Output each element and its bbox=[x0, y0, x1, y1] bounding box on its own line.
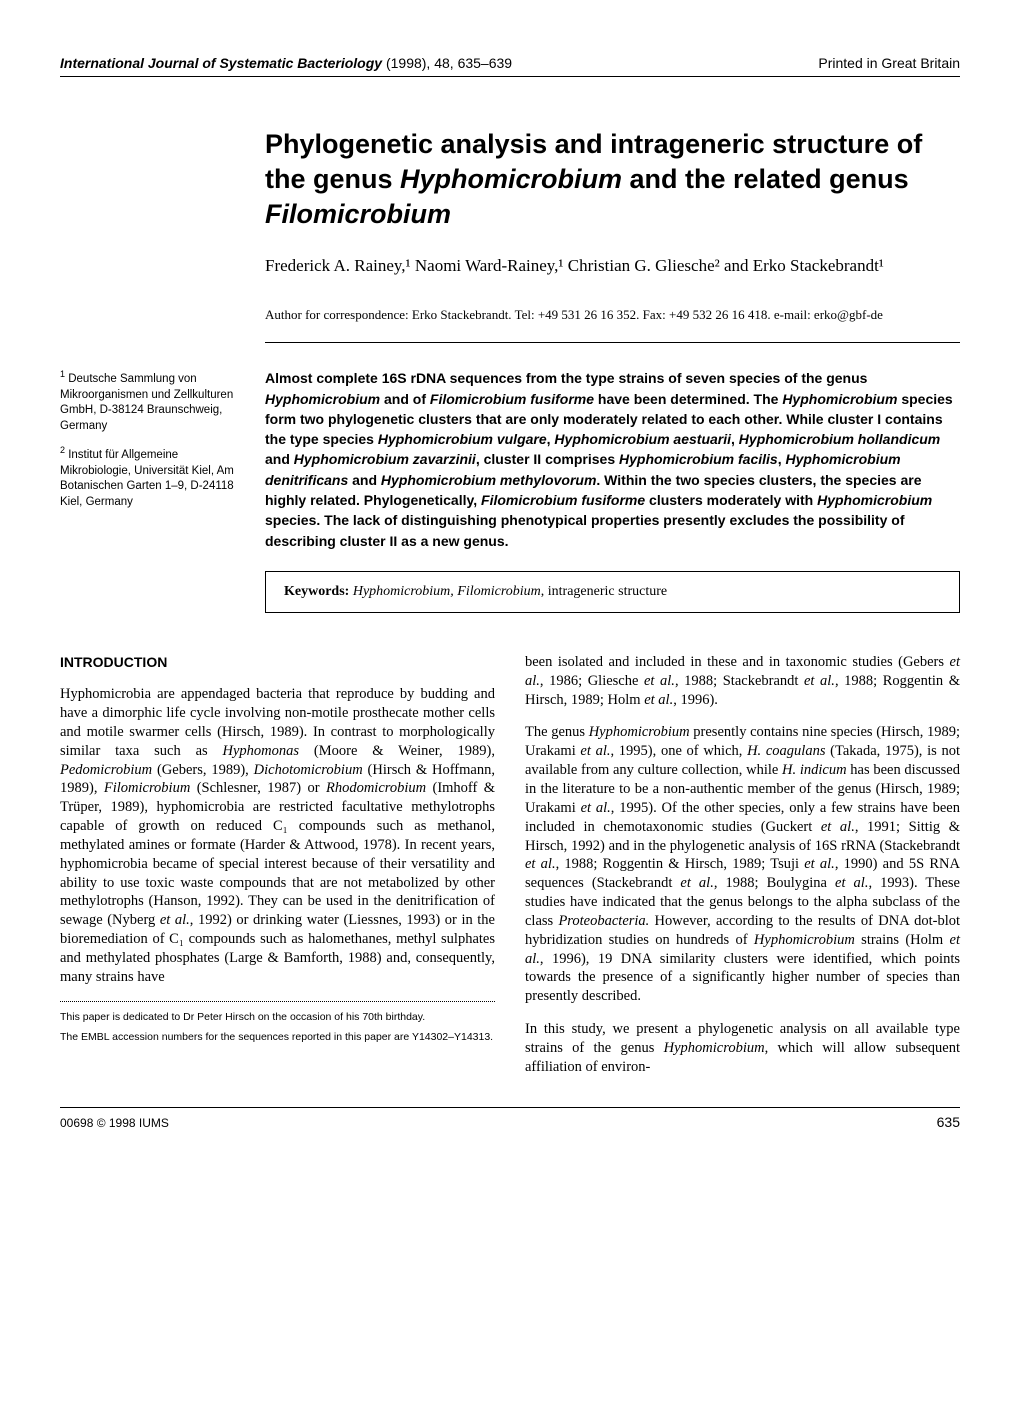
abstract-text: Almost complete 16S rDNA sequences from … bbox=[265, 368, 960, 551]
body-para-1: Hyphomicrobia are appendaged bacteria th… bbox=[60, 685, 495, 987]
body-para-4: In this study, we present a phylogenetic… bbox=[525, 1020, 960, 1077]
footnote-2: The EMBL accession numbers for the seque… bbox=[60, 1030, 495, 1044]
article-title: Phylogenetic analysis and intrageneric s… bbox=[265, 127, 960, 232]
title-genus1: Hyphomicrobium bbox=[400, 164, 622, 194]
affil-text-2: Institut für Allgemeine Mikrobiologie, U… bbox=[60, 449, 234, 508]
keywords-italic: Hyphomicrobium, Filomicrobium bbox=[349, 584, 540, 599]
keywords-rest: , intrageneric structure bbox=[541, 584, 667, 599]
title-part2: and the related genus bbox=[622, 164, 909, 194]
title-genus2: Filomicrobium bbox=[265, 199, 451, 229]
keywords-genus2: Filomicrobium bbox=[457, 584, 540, 599]
journal-name: International Journal of Systematic Bact… bbox=[60, 55, 382, 71]
footnote-1: This paper is dedicated to Dr Peter Hirs… bbox=[60, 1010, 495, 1024]
page-footer: 00698 © 1998 IUMS 635 bbox=[60, 1107, 960, 1130]
page-header: International Journal of Systematic Bact… bbox=[60, 55, 960, 77]
copyright: 00698 © 1998 IUMS bbox=[60, 1116, 169, 1130]
keywords-box: Keywords: Hyphomicrobium, Filomicrobium,… bbox=[265, 571, 960, 613]
affil-num-2: 2 bbox=[60, 445, 65, 455]
body-section: INTRODUCTION Hyphomicrobia are appendage… bbox=[60, 653, 960, 1077]
authors: Frederick A. Rainey,¹ Naomi Ward-Rainey,… bbox=[265, 254, 960, 278]
title-section: Phylogenetic analysis and intrageneric s… bbox=[265, 127, 960, 343]
affiliations: 1 Deutsche Sammlung von Mikroorganismen … bbox=[60, 368, 265, 613]
abstract-row: 1 Deutsche Sammlung von Mikroorganismen … bbox=[60, 368, 960, 613]
body-para-2: been isolated and included in these and … bbox=[525, 653, 960, 710]
printed-in: Printed in Great Britain bbox=[818, 55, 960, 71]
keywords-genus1: Hyphomicrobium bbox=[353, 584, 450, 599]
affil-num-1: 1 bbox=[60, 369, 65, 379]
journal-volume-pages: (1998), 48, 635–639 bbox=[382, 55, 512, 71]
page-number: 635 bbox=[937, 1114, 960, 1130]
correspondence: Author for correspondence: Erko Stackebr… bbox=[265, 306, 960, 343]
body-para-3: The genus Hyphomicrobium presently conta… bbox=[525, 723, 960, 1006]
keywords-label: Keywords: bbox=[284, 584, 349, 599]
affiliation-1: 1 Deutsche Sammlung von Mikroorganismen … bbox=[60, 368, 240, 434]
journal-citation: International Journal of Systematic Bact… bbox=[60, 55, 512, 73]
footnote-divider bbox=[60, 1001, 495, 1002]
affil-text-1: Deutsche Sammlung von Mikroorganismen un… bbox=[60, 373, 233, 432]
intro-heading: INTRODUCTION bbox=[60, 653, 495, 671]
affiliation-2: 2 Institut für Allgemeine Mikrobiologie,… bbox=[60, 444, 240, 510]
abstract-content: Almost complete 16S rDNA sequences from … bbox=[265, 368, 960, 613]
